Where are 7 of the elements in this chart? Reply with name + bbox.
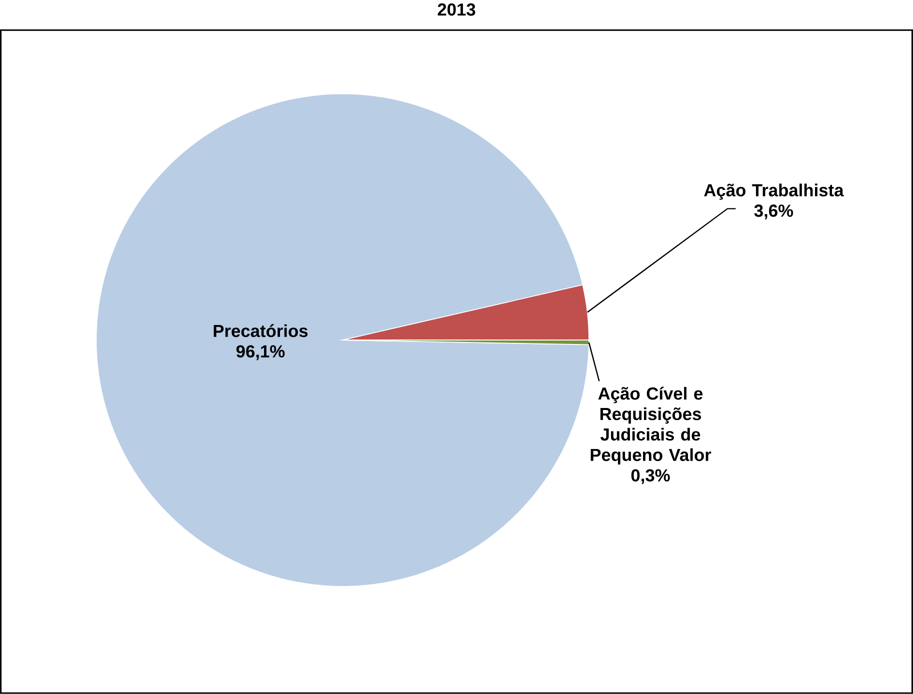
data-label: 3,6% [754,204,794,220]
data-label: 96,1% [236,345,285,360]
chart-title: 2013 [438,3,476,16]
slice-label: Ação Trabalhista [704,184,844,200]
data-label: 0,3% [631,469,670,484]
slice-label: Ação Cível e Requisições Judiciais de Pequeno Valor [590,386,712,465]
slice-label: Precatórios [214,324,308,338]
